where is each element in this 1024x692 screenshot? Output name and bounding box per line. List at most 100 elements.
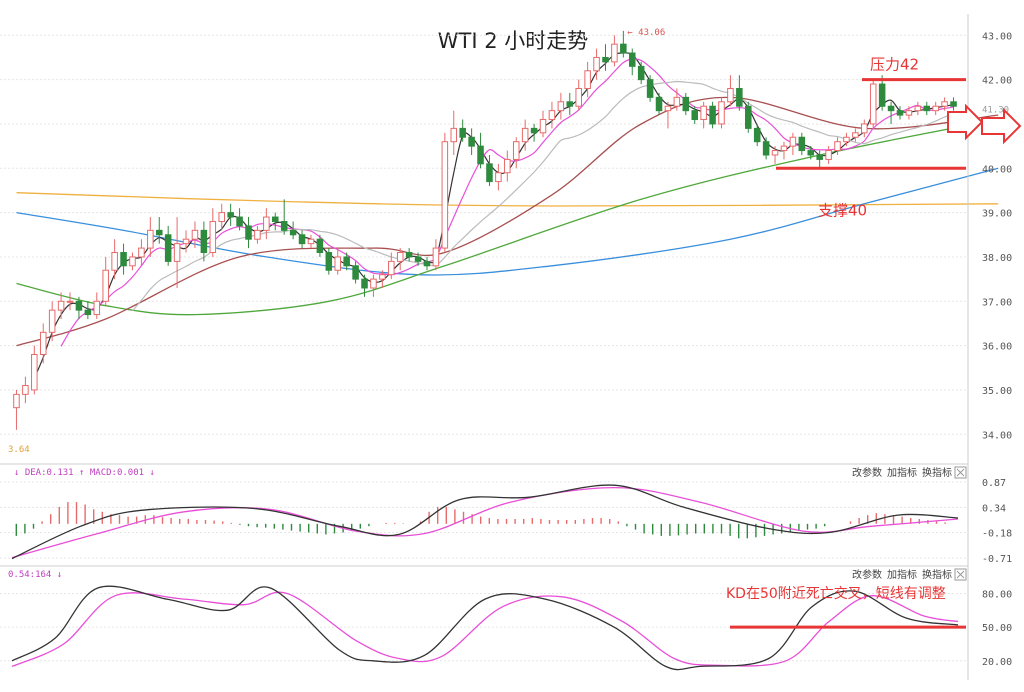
candle-down-body	[468, 136, 475, 147]
candle-up-body	[39, 331, 47, 355]
candle	[637, 61, 645, 85]
price-y-tick: 39.00	[982, 209, 1012, 220]
candle-down-body	[620, 43, 627, 54]
candle-up-body	[370, 278, 377, 289]
candle	[861, 119, 868, 138]
candle	[468, 128, 475, 155]
price-y-tick: 37.00	[982, 297, 1012, 308]
candle-up-body	[379, 274, 386, 280]
candle-down-body	[691, 110, 698, 121]
candle-up-body	[432, 247, 440, 267]
candle	[620, 30, 627, 58]
candle-up-body	[834, 141, 841, 152]
macd-button-0[interactable]: 改参数	[852, 466, 882, 479]
candle-up-body	[13, 393, 20, 409]
candle	[727, 75, 734, 107]
low-price-label: 3.64	[8, 445, 30, 455]
candle	[370, 274, 377, 297]
candle	[66, 292, 74, 311]
candle	[798, 132, 806, 155]
macd-line	[11, 484, 959, 560]
candle-down-body	[878, 83, 886, 107]
candle	[164, 225, 172, 266]
candle-down-body	[753, 127, 761, 143]
candle	[504, 150, 511, 182]
candle	[905, 106, 913, 120]
candle	[307, 234, 315, 249]
candle	[352, 261, 359, 284]
macd-button-1[interactable]: 加指标	[887, 466, 917, 479]
candle-down-body	[200, 229, 208, 254]
candle-up-body	[31, 353, 38, 391]
candle-up-body	[914, 105, 922, 112]
candle	[361, 274, 368, 297]
candle-down-body	[272, 216, 279, 222]
moving-average-line	[132, 80, 954, 312]
candle	[477, 132, 484, 169]
candle-down-body	[798, 136, 806, 152]
macd-close-icon[interactable]	[954, 466, 967, 479]
candle	[441, 132, 449, 253]
kd-y-tick: 50.00	[982, 623, 1012, 634]
candle-up-body	[941, 101, 948, 107]
candle-up-body	[932, 105, 939, 112]
candle	[245, 217, 252, 249]
candle-up-body	[584, 70, 591, 89]
candle-up-body	[450, 127, 458, 143]
candle-up-body	[825, 150, 832, 160]
candle-down-body	[887, 105, 895, 112]
candle-up-body	[789, 136, 797, 147]
candle-up-body	[718, 101, 725, 125]
candle	[548, 101, 556, 129]
candle	[914, 101, 922, 116]
candle-up-body	[396, 252, 404, 262]
dea-line	[11, 486, 959, 559]
candle	[396, 248, 404, 271]
candle	[691, 106, 698, 124]
candle	[843, 132, 850, 147]
candle-up-body	[182, 238, 190, 245]
candle	[236, 208, 243, 231]
candle	[263, 208, 270, 240]
candle	[334, 248, 342, 275]
kd-close-icon[interactable]	[954, 568, 967, 581]
candle-down-body	[75, 300, 83, 311]
candle-up-body	[905, 110, 913, 116]
candle-down-body	[628, 52, 636, 67]
candle-down-body	[709, 105, 716, 125]
candle-up-body	[869, 83, 877, 125]
kd-button-1[interactable]: 加指标	[887, 568, 917, 581]
candle-up-body	[111, 252, 118, 271]
candle-down-body	[405, 252, 413, 258]
candle-up-body	[548, 110, 556, 121]
candle-up-body	[147, 229, 154, 249]
candle	[611, 35, 618, 67]
candle	[834, 137, 841, 155]
candle-up-body	[388, 260, 395, 276]
candle	[120, 243, 127, 275]
candle-up-body	[254, 229, 261, 240]
candle	[789, 132, 797, 155]
macd-y-tick: 0.34	[982, 503, 1006, 514]
candle-up-body	[307, 238, 315, 245]
close-icon-cross	[956, 570, 965, 579]
candle-down-body	[646, 79, 654, 98]
candle-up-body	[441, 141, 449, 249]
candle	[450, 110, 458, 155]
kd-button-2[interactable]: 换指标	[922, 568, 952, 581]
candle	[575, 79, 582, 111]
price-y-tick: 40.00	[982, 164, 1012, 175]
macd-button-2[interactable]: 换指标	[922, 466, 952, 479]
high-price-label: ← 43.06	[627, 28, 665, 38]
right-arrow-icon	[947, 103, 984, 141]
macd-y-tick: 0.87	[982, 478, 1006, 489]
candle-down-body	[950, 101, 957, 107]
candle	[682, 92, 690, 116]
candle-up-body	[539, 119, 547, 134]
candle	[325, 248, 333, 275]
candle-up-body	[22, 385, 29, 395]
candle	[709, 101, 716, 129]
kd-button-0[interactable]: 改参数	[852, 568, 882, 581]
candle-down-body	[289, 229, 297, 236]
